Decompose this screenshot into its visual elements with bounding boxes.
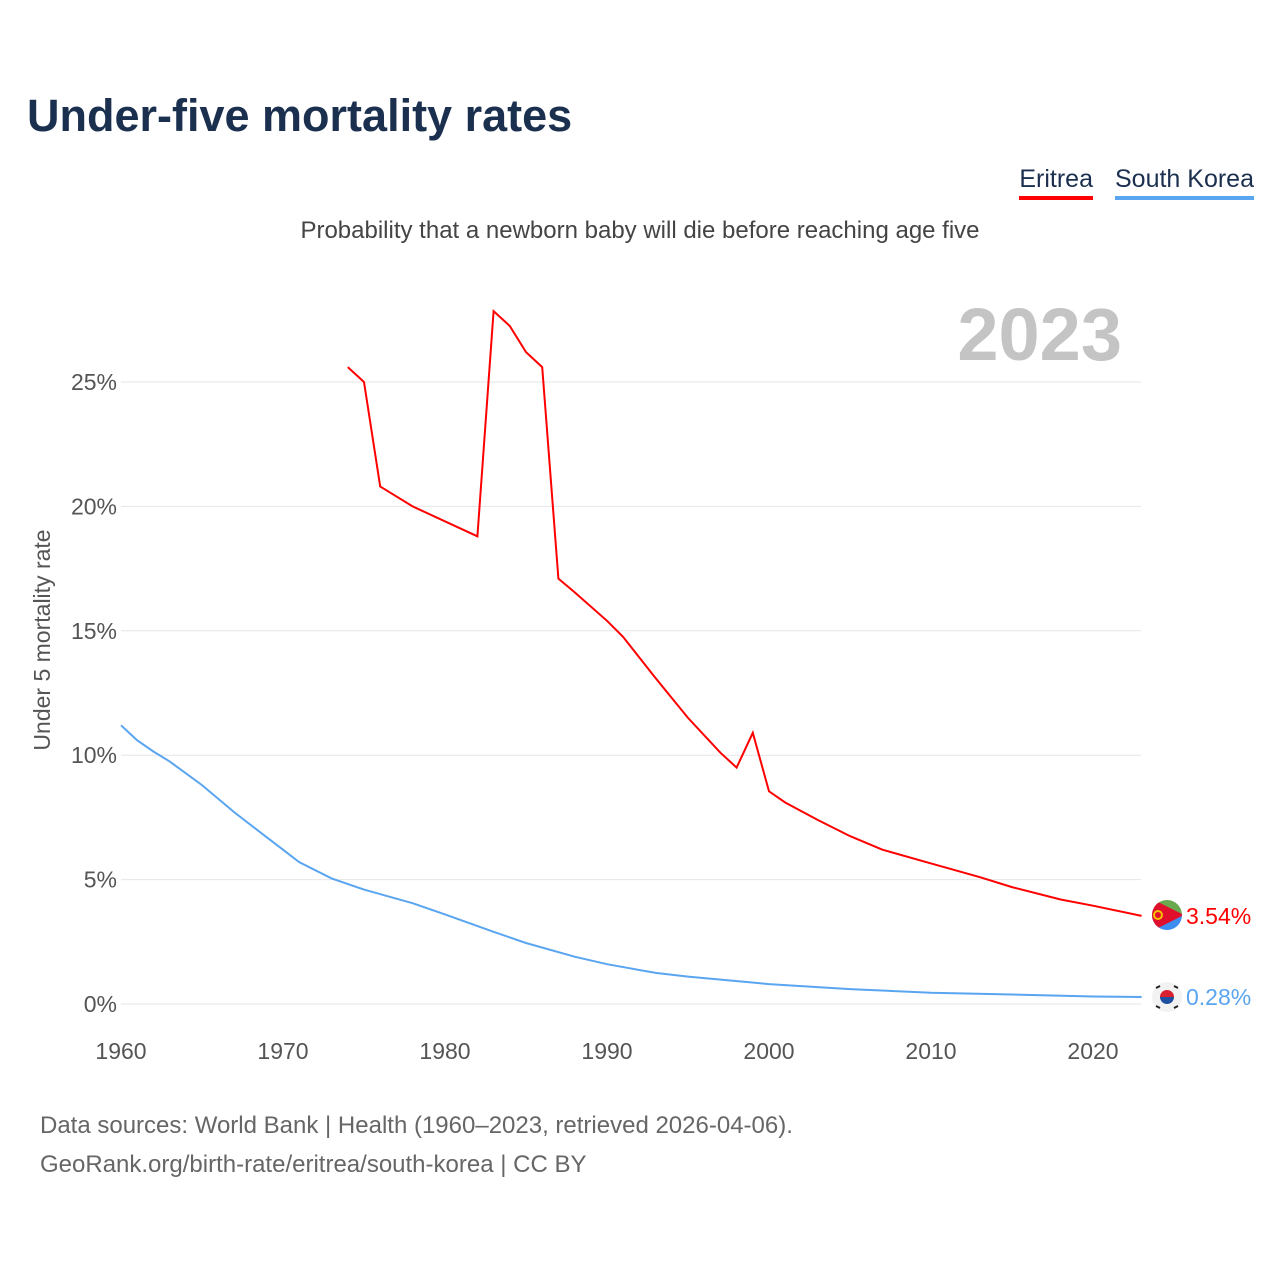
series-line-eritrea	[347, 308, 1142, 917]
x-tick-label: 2010	[905, 1038, 956, 1064]
y-tick-label: 5%	[84, 867, 117, 893]
south-korea-flag-icon	[1152, 982, 1182, 1012]
x-tick-label: 2020	[1067, 1038, 1118, 1064]
source-line-2[interactable]: GeoRank.org/birth-rate/eritrea/south-kor…	[40, 1151, 587, 1178]
source-line-1: Data sources: World Bank | Health (1960–…	[40, 1112, 793, 1139]
chart-title: Under-five mortality rates	[27, 90, 573, 141]
legend-eritrea[interactable]: Eritrea	[1019, 165, 1093, 200]
x-tick-label: 1990	[581, 1038, 632, 1064]
y-tick-label: 15%	[71, 618, 117, 644]
x-tick-label: 1980	[419, 1038, 470, 1064]
end-value-label: 0.28%	[1186, 984, 1251, 1010]
y-tick-label: 20%	[71, 493, 117, 519]
x-tick-label: 2000	[743, 1038, 794, 1064]
legend-south-korea[interactable]: South Korea	[1115, 165, 1254, 200]
x-tick-label: 1970	[257, 1038, 308, 1064]
end-value-label: 3.54%	[1186, 903, 1251, 929]
legend: Eritrea South Korea	[1019, 165, 1254, 200]
y-tick-label: 10%	[71, 742, 117, 768]
eritrea-flag-icon	[1152, 900, 1182, 930]
source-note: Data sources: World Bank | Health (1960–…	[40, 1106, 793, 1184]
y-tick-label: 25%	[71, 369, 117, 395]
series-line-south-korea	[120, 724, 1142, 998]
chart-subtitle: Probability that a newborn baby will die…	[300, 217, 980, 244]
y-axis-label: Under 5 mortality rate	[29, 529, 55, 750]
year-watermark: 2023	[957, 293, 1122, 376]
y-tick-label: 0%	[84, 991, 117, 1017]
x-tick-label: 1960	[95, 1038, 146, 1064]
